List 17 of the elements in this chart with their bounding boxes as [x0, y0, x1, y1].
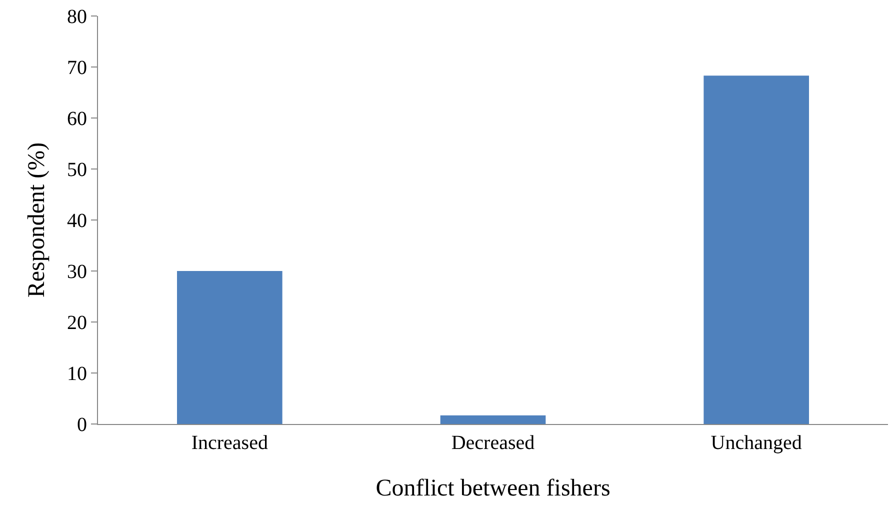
bar [177, 271, 282, 424]
y-tick-label: 30 [67, 261, 87, 283]
y-tick-label: 10 [67, 363, 87, 385]
x-tick-label: Increased [191, 432, 268, 454]
y-tick-label: 40 [67, 210, 87, 232]
y-tick-label: 50 [67, 159, 87, 181]
x-tick-label: Unchanged [710, 432, 802, 454]
bar [704, 76, 809, 424]
y-tick-label: 60 [67, 108, 87, 130]
y-axis-title: Respondent (%) [24, 142, 50, 298]
y-tick-label: 0 [77, 414, 87, 436]
y-tick-label: 80 [67, 6, 87, 28]
x-tick-label: Decreased [451, 432, 535, 454]
y-tick-label: 20 [67, 312, 87, 334]
y-tick-label: 70 [67, 57, 87, 79]
bar [440, 415, 546, 424]
x-axis-title: Conflict between fishers [376, 475, 610, 502]
